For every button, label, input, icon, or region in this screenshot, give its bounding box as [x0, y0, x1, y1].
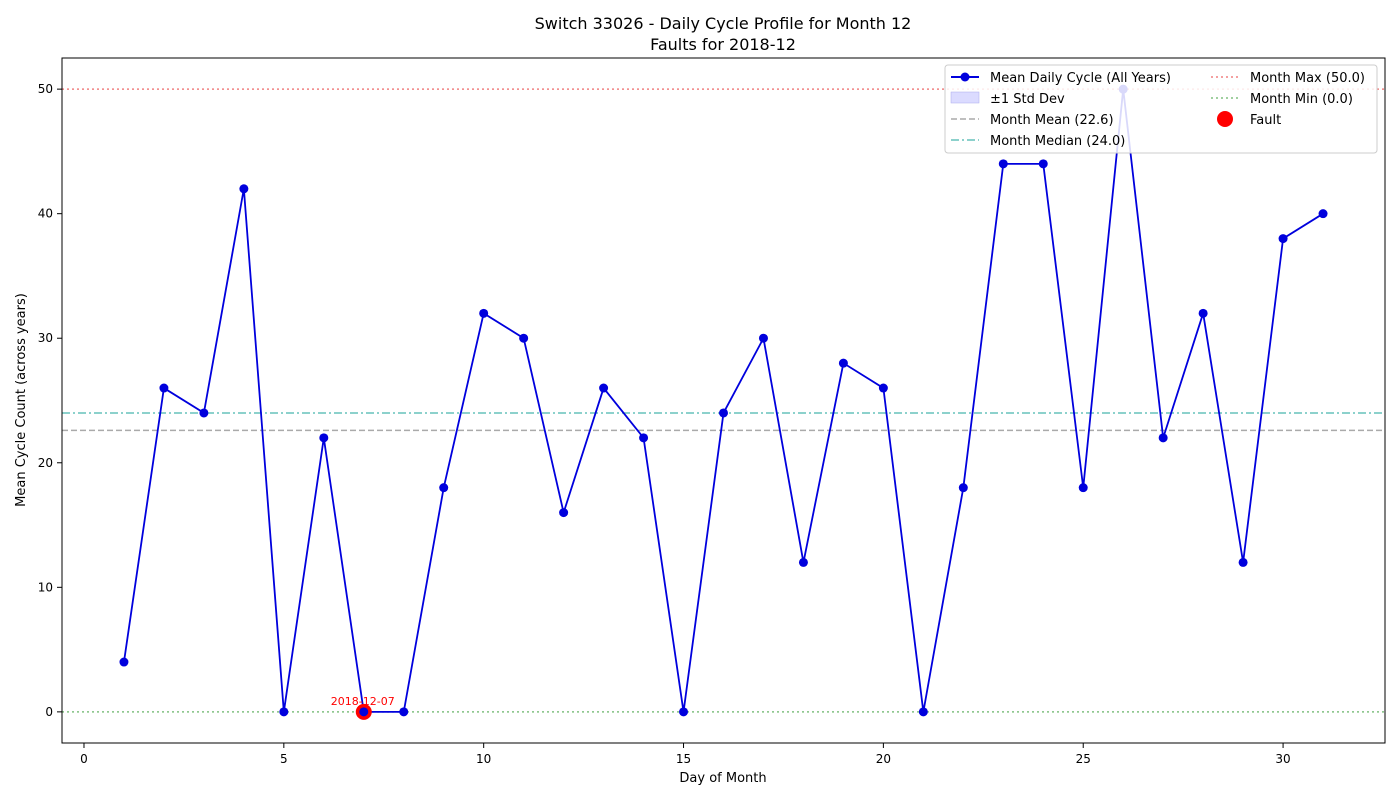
- y-tick-label-20: 20: [38, 456, 53, 470]
- legend-entry-mean-daily-cycle[interactable]: Mean Daily Cycle (All Years): [951, 71, 1171, 86]
- x-tick-label-30: 30: [1275, 752, 1290, 766]
- x-tick-label-0: 0: [80, 752, 88, 766]
- data-point-day-9[interactable]: [439, 483, 449, 493]
- data-point-day-25[interactable]: [1078, 483, 1088, 493]
- legend-entry-month-min[interactable]: Month Min (0.0): [1211, 92, 1353, 107]
- legend-label-month-mean: Month Mean (22.6): [990, 113, 1114, 128]
- x-axis-ticks: 0 5 10 15 20 25 30: [80, 743, 1291, 766]
- data-point-day-10[interactable]: [479, 308, 489, 318]
- data-point-day-6[interactable]: [319, 433, 329, 443]
- y-tick-label-10: 10: [38, 580, 53, 594]
- data-point-day-18[interactable]: [798, 557, 808, 567]
- plot-frame: [61, 57, 1386, 744]
- x-axis-label: Day of Month: [679, 771, 766, 786]
- fault-annotation-0: 2018-12-07: [331, 695, 395, 708]
- x-tick-label-15: 15: [676, 752, 691, 766]
- fault-points-group: 2018-12-07: [331, 695, 395, 720]
- legend-box: [944, 64, 1378, 154]
- y-tick-label-50: 50: [38, 82, 53, 96]
- data-point-day-5[interactable]: [279, 707, 289, 717]
- legend-band-swatch: [950, 91, 980, 104]
- x-tick-label-20: 20: [876, 752, 891, 766]
- data-point-day-17[interactable]: [758, 333, 768, 343]
- data-point-day-14[interactable]: [639, 433, 649, 443]
- data-point-day-15[interactable]: [679, 707, 689, 717]
- data-point-day-30[interactable]: [1278, 234, 1288, 244]
- legend-label-month-min: Month Min (0.0): [1250, 92, 1353, 107]
- data-point-day-13[interactable]: [599, 383, 609, 393]
- legend-fault-swatch: [1217, 111, 1233, 127]
- legend-entry-month-max[interactable]: Month Max (50.0): [1211, 71, 1365, 86]
- data-point-day-31[interactable]: [1318, 209, 1328, 219]
- x-tick-label-5: 5: [280, 752, 288, 766]
- data-point-day-11[interactable]: [519, 333, 529, 343]
- y-tick-label-0: 0: [45, 705, 53, 719]
- legend-label-month-median: Month Median (24.0): [990, 134, 1125, 149]
- x-tick-label-25: 25: [1076, 752, 1091, 766]
- legend-entry-std-band[interactable]: ±1 Std Dev: [950, 91, 1065, 107]
- legend-marker-swatch: [960, 72, 970, 82]
- plot-area: 2018-12-07: [61, 57, 1386, 744]
- data-point-day-22[interactable]: [958, 483, 968, 493]
- legend-label-std-band: ±1 Std Dev: [990, 92, 1065, 107]
- legend-entry-fault[interactable]: Fault: [1217, 111, 1281, 128]
- data-point-day-27[interactable]: [1158, 433, 1168, 443]
- series-points-group: [119, 84, 1328, 717]
- data-point-day-16[interactable]: [719, 408, 728, 418]
- data-point-day-20[interactable]: [878, 383, 888, 393]
- data-point-day-3[interactable]: [199, 408, 209, 418]
- y-tick-label-30: 30: [38, 331, 53, 345]
- data-point-day-4[interactable]: [239, 184, 249, 194]
- legend[interactable]: Mean Daily Cycle (All Years) ±1 Std Dev …: [944, 64, 1378, 154]
- data-point-day-8[interactable]: [399, 707, 409, 717]
- legend-entry-month-median[interactable]: Month Median (24.0): [951, 134, 1125, 149]
- data-point-day-23[interactable]: [998, 159, 1008, 169]
- y-axis-ticks: 0 10 20 30 40 50: [38, 82, 62, 719]
- y-axis-label: Mean Cycle Count (across years): [14, 293, 29, 507]
- chart-title: Switch 33026 - Daily Cycle Profile for M…: [535, 14, 912, 33]
- data-point-day-28[interactable]: [1198, 308, 1208, 318]
- fault-underlying-point-0: [359, 707, 369, 717]
- data-point-day-29[interactable]: [1238, 557, 1248, 567]
- data-point-day-19[interactable]: [838, 358, 848, 368]
- data-point-day-1[interactable]: [119, 657, 129, 667]
- chart-subtitle: Faults for 2018-12: [650, 35, 796, 54]
- legend-label-month-max: Month Max (50.0): [1250, 71, 1365, 86]
- legend-label-fault: Fault: [1250, 113, 1281, 128]
- data-point-day-12[interactable]: [559, 508, 569, 518]
- y-tick-label-40: 40: [38, 207, 53, 221]
- x-tick-label-10: 10: [476, 752, 491, 766]
- data-point-day-24[interactable]: [1038, 159, 1048, 169]
- legend-entry-month-mean[interactable]: Month Mean (22.6): [951, 113, 1114, 128]
- data-point-day-21[interactable]: [918, 707, 928, 717]
- data-point-day-2[interactable]: [159, 383, 169, 393]
- legend-label-mean-daily-cycle: Mean Daily Cycle (All Years): [990, 71, 1171, 86]
